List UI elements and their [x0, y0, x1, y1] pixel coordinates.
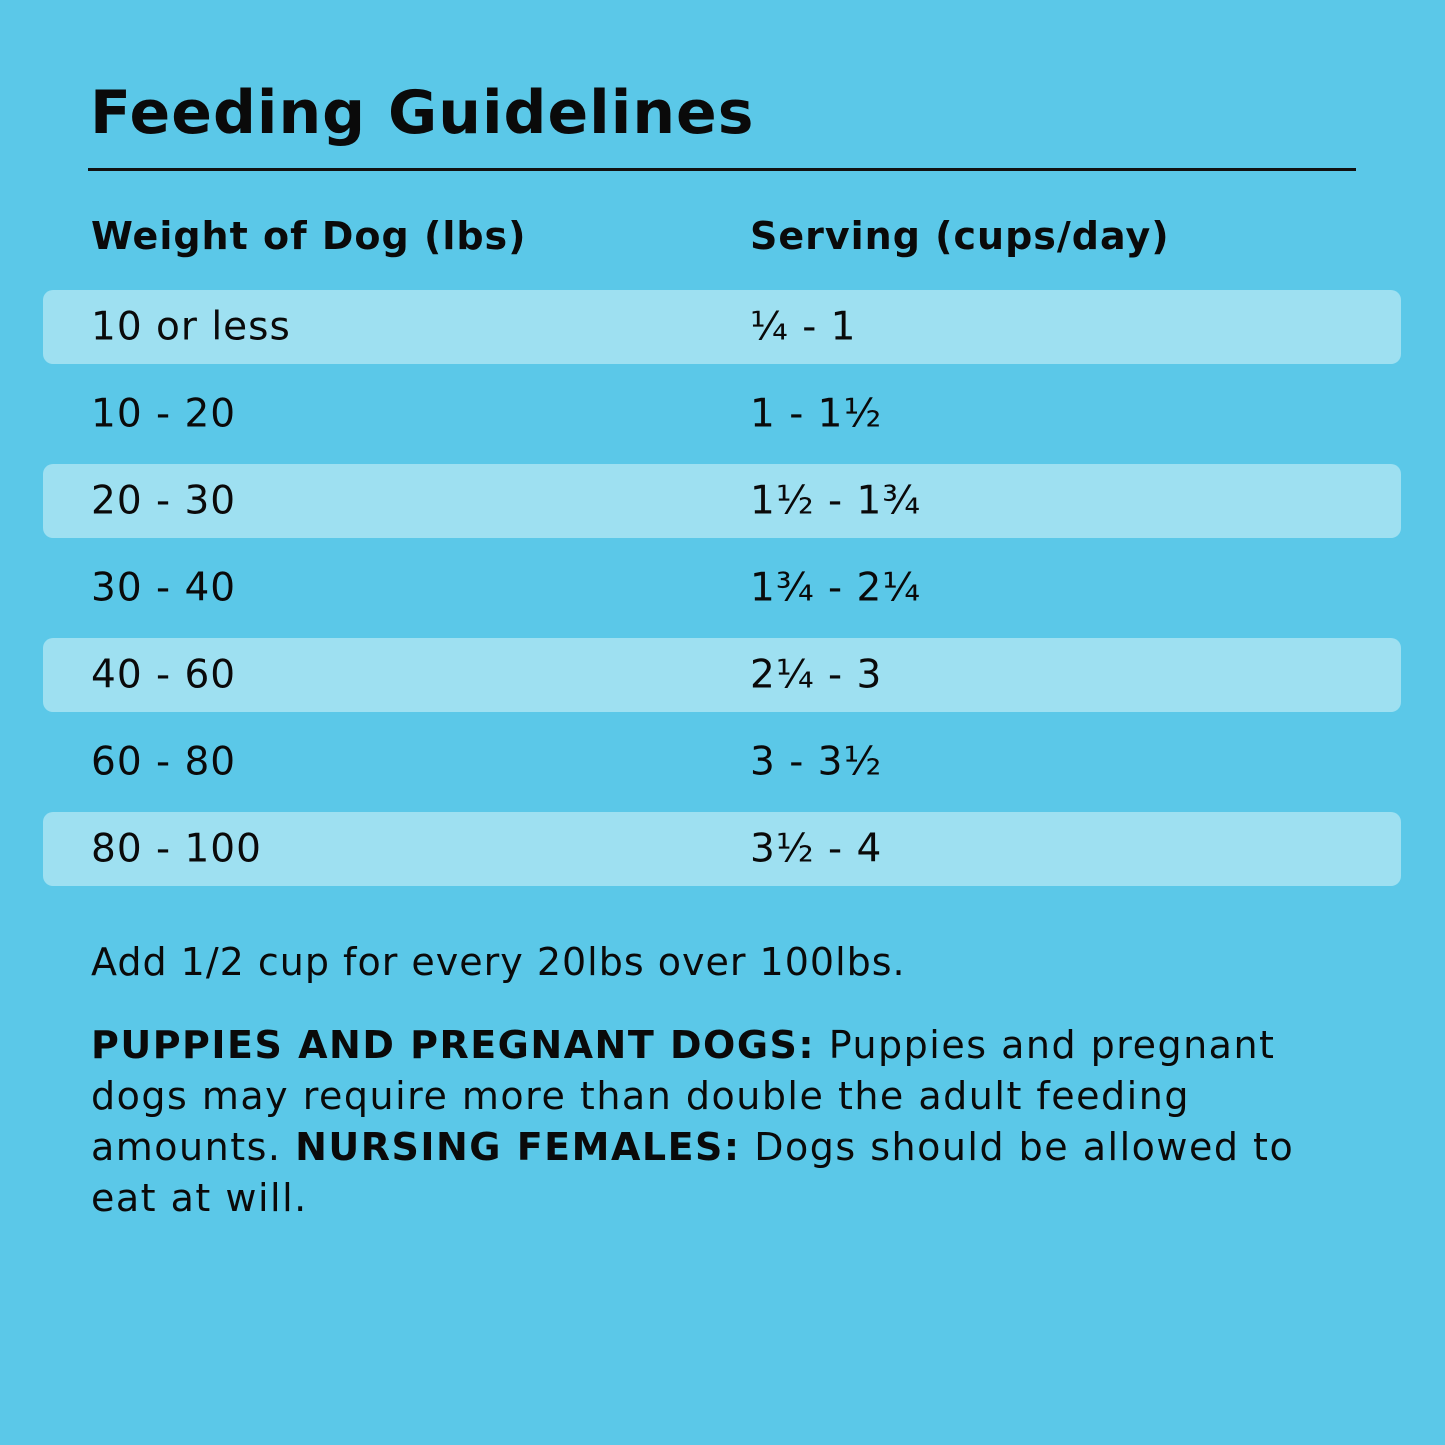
table-row: 40 - 60 2¼ - 3: [43, 638, 1401, 712]
weight-cell: 10 - 20: [91, 391, 237, 437]
weight-cell: 20 - 30: [91, 478, 237, 524]
serving-cell: ¼ - 1: [750, 304, 857, 350]
extra-weight-note: Add 1/2 cup for every 20lbs over 100lbs.: [91, 940, 906, 984]
table-row: 30 - 40 1¾ - 2¼: [43, 551, 1401, 625]
weight-cell: 80 - 100: [91, 826, 262, 872]
special-feeding-paragraph: PUPPIES AND PREGNANT DOGS: Puppies and p…: [91, 1020, 1371, 1224]
page-title: Feeding Guidelines: [90, 78, 755, 148]
serving-cell: 3½ - 4: [750, 826, 883, 872]
puppies-text: Puppies and pregnant dogs may require mo…: [91, 1023, 1276, 1169]
serving-cell: 1½ - 1¾: [750, 478, 922, 524]
weight-cell: 60 - 80: [91, 739, 237, 785]
column-header-serving: Serving (cups/day): [750, 214, 1170, 258]
puppies-label: PUPPIES AND PREGNANT DOGS:: [91, 1023, 816, 1067]
serving-cell: 3 - 3½: [750, 739, 883, 785]
table-row: 60 - 80 3 - 3½: [43, 725, 1401, 799]
column-header-weight: Weight of Dog (lbs): [91, 214, 527, 258]
table-row: 10 or less ¼ - 1: [43, 290, 1401, 364]
table-row: 80 - 100 3½ - 4: [43, 812, 1401, 886]
weight-cell: 30 - 40: [91, 565, 237, 611]
weight-cell: 10 or less: [91, 304, 291, 350]
serving-cell: 2¼ - 3: [750, 652, 883, 698]
serving-cell: 1 - 1½: [750, 391, 883, 437]
table-row: 10 - 20 1 - 1½: [43, 377, 1401, 451]
nursing-label: NURSING FEMALES:: [295, 1125, 741, 1169]
table-row: 20 - 30 1½ - 1¾: [43, 464, 1401, 538]
title-divider: [88, 168, 1356, 171]
nursing-text: Dogs should be allowed to eat at will.: [91, 1125, 1295, 1220]
weight-cell: 40 - 60: [91, 652, 237, 698]
serving-cell: 1¾ - 2¼: [750, 565, 922, 611]
